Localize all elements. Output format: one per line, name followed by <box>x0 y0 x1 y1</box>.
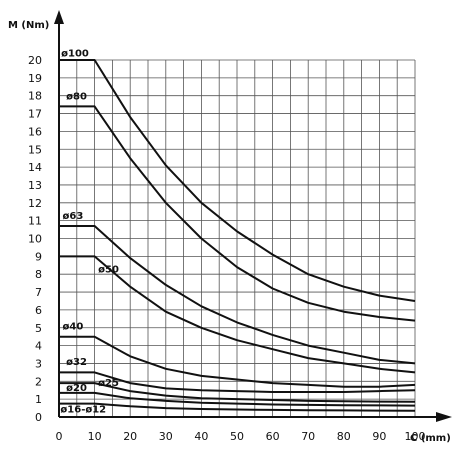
axes <box>54 10 452 422</box>
curves <box>59 59 416 412</box>
y-tick-label: 4 <box>35 340 42 353</box>
y-tick-label: 13 <box>28 179 42 192</box>
y-tick-label: 12 <box>28 197 42 210</box>
series-line <box>59 335 416 388</box>
x-tick-label: 40 <box>194 430 208 443</box>
series-label: ø100 <box>61 48 89 59</box>
series-line <box>59 402 416 412</box>
series-labels: ø100 ø80 ø63 ø50 ø40 ø32 ø25 ø20 ø16-ø12 <box>60 48 119 415</box>
series-label: ø40 <box>63 322 84 333</box>
grid <box>58 59 416 418</box>
y-tick-label: 16 <box>28 125 42 138</box>
y-tick-label: 18 <box>28 90 42 103</box>
y-tick-label: 3 <box>35 357 42 370</box>
series-line <box>59 105 416 322</box>
y-tick-label: 7 <box>35 286 42 299</box>
y-tick-label: 8 <box>35 268 42 281</box>
x-tick-label: 60 <box>266 430 280 443</box>
y-tick-label: 0 <box>35 411 42 424</box>
y-tick-label: 15 <box>28 143 42 156</box>
series-label: ø63 <box>63 211 84 222</box>
series-line <box>59 59 416 302</box>
y-tick-label: 2 <box>35 375 42 388</box>
y-tick-label: 9 <box>35 250 42 263</box>
x-tick-label: 70 <box>301 430 315 443</box>
y-tick-label: 17 <box>28 108 42 121</box>
y-tick-label: 6 <box>35 304 42 317</box>
series-label: ø16-ø12 <box>60 405 106 416</box>
y-tick-label: 1 <box>35 393 42 406</box>
x-axis-arrow-icon <box>436 412 452 422</box>
y-tick-label: 11 <box>28 215 42 228</box>
x-tick-label: 30 <box>159 430 173 443</box>
x-tick-label: 0 <box>56 430 63 443</box>
y-tick-label: 14 <box>28 161 42 174</box>
x-tick-label: 80 <box>337 430 351 443</box>
series-line <box>59 371 416 393</box>
y-tick-label: 19 <box>28 72 42 85</box>
series-line <box>59 225 416 365</box>
series-label: ø80 <box>66 91 87 102</box>
x-tick-label: 100 <box>405 430 426 443</box>
y-axis-label: M (Nm) <box>8 20 49 31</box>
tick-labels: 0 10 20 30 40 50 60 70 80 90 100012345678910111213… <box>28 54 426 443</box>
x-tick-label: 10 <box>88 430 102 443</box>
series-label: ø32 <box>66 357 87 368</box>
y-tick-label: 5 <box>35 322 42 335</box>
y-tick-label: 10 <box>28 233 42 246</box>
series-line <box>59 382 416 403</box>
x-tick-label: 20 <box>123 430 137 443</box>
x-tick-label: 50 <box>230 430 244 443</box>
series-label: ø25 <box>98 378 119 389</box>
series-label: ø50 <box>98 264 119 275</box>
y-tick-label: 20 <box>28 54 42 67</box>
x-axis-label: C (mm) <box>410 433 451 444</box>
series-label: ø20 <box>66 383 87 394</box>
y-axis-arrow-icon <box>54 10 64 24</box>
series-line <box>59 391 416 407</box>
x-tick-label: 90 <box>372 430 386 443</box>
series-line <box>59 255 416 374</box>
